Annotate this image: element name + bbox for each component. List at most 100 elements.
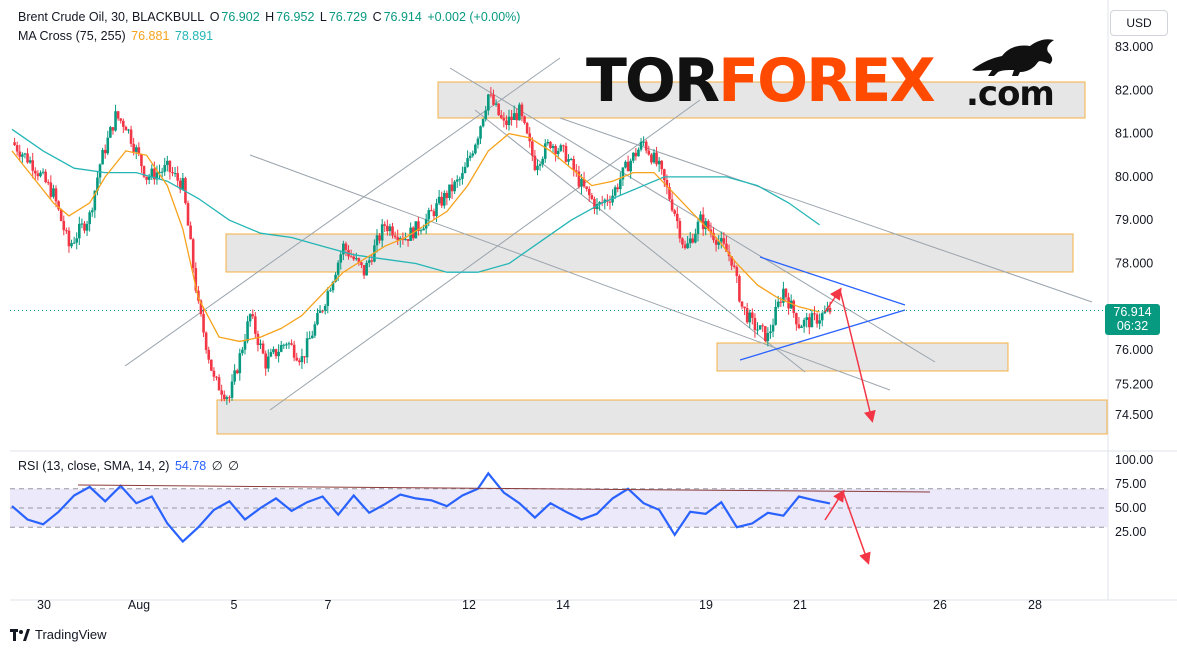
- candle-body: [450, 184, 454, 192]
- candle-body: [686, 243, 689, 249]
- candle-body: [476, 138, 480, 145]
- candle-body: [735, 266, 739, 276]
- candle-body: [525, 122, 529, 134]
- candle-body: [153, 168, 156, 180]
- candle-body: [365, 262, 368, 276]
- candle-body: [290, 343, 293, 345]
- rsi-axis-label: 75.00: [1115, 477, 1146, 491]
- candle-body: [93, 190, 97, 211]
- candle-body: [818, 320, 821, 324]
- currency-button[interactable]: USD: [1110, 10, 1168, 36]
- candle-body: [732, 265, 736, 267]
- candle-body: [78, 223, 81, 239]
- candle-body: [305, 338, 309, 358]
- time-axis-label: 19: [699, 598, 713, 612]
- candle-body: [569, 158, 573, 160]
- candle-body: [230, 381, 234, 398]
- candle-body: [383, 224, 387, 226]
- candle-body: [637, 149, 640, 157]
- candle-body: [587, 188, 591, 196]
- candle-body: [254, 316, 257, 334]
- last-price-label: 76.914 06:32: [1105, 304, 1160, 335]
- price-axis-label: 74.500: [1115, 408, 1153, 422]
- candle-body: [23, 153, 27, 155]
- rsi-axis-label: 25.00: [1115, 525, 1146, 539]
- candle-body: [326, 291, 330, 306]
- candle-body: [461, 173, 464, 179]
- rsi-label[interactable]: RSI (13, close, SMA, 14, 2): [18, 459, 170, 473]
- candle-body: [492, 94, 495, 105]
- zone-76: [716, 342, 1009, 372]
- candle-body: [298, 360, 301, 363]
- tradingview-text: TradingView: [35, 627, 107, 642]
- candle-body: [274, 349, 278, 357]
- candle-body: [619, 179, 622, 190]
- candle-body: [484, 110, 488, 120]
- candle-body: [655, 152, 658, 165]
- rsi-header: RSI (13, close, SMA, 14, 2) 54.78 ∅ ∅: [18, 458, 241, 473]
- candle-body: [323, 305, 327, 311]
- candle-body: [523, 116, 526, 123]
- candle-body: [510, 116, 513, 121]
- candle-body: [427, 210, 431, 220]
- candle-body: [543, 143, 547, 159]
- candle-body: [650, 154, 653, 163]
- candle-body: [313, 324, 317, 336]
- candle-body: [681, 238, 684, 245]
- candle-body: [554, 145, 557, 155]
- candle-body: [210, 359, 213, 371]
- candle-body: [235, 370, 239, 374]
- candle-body: [678, 221, 682, 239]
- candle-body: [823, 311, 827, 314]
- candle-body: [745, 308, 749, 323]
- candle-body: [52, 188, 55, 197]
- candle-body: [474, 144, 477, 154]
- candle-body: [531, 141, 534, 156]
- rsi-resistance-line: [77, 484, 931, 493]
- candle-body: [665, 180, 669, 188]
- candle-body: [419, 230, 423, 232]
- candle-body: [124, 126, 128, 131]
- tradingview-branding[interactable]: TradingView: [10, 627, 107, 642]
- symbol-header: Brent Crude Oil, 30, BLACKBULL O 76.902 H…: [18, 10, 522, 24]
- candle-body: [468, 155, 472, 159]
- change-value: +0.002 (+0.00%): [427, 10, 521, 24]
- candle-body: [776, 301, 780, 307]
- candle-body: [72, 242, 76, 244]
- candle-body: [753, 317, 757, 331]
- candle-body: [46, 182, 50, 184]
- candle-body: [502, 117, 506, 121]
- candle-body: [295, 357, 299, 361]
- candle-body: [621, 167, 625, 180]
- zone-82: [437, 81, 1086, 119]
- trend-line-3: [249, 154, 891, 391]
- candle-body: [442, 192, 446, 206]
- candle-body: [766, 333, 770, 341]
- price-axis-label: 79.000: [1115, 213, 1153, 227]
- candle-body: [173, 173, 177, 175]
- candle-body: [28, 160, 32, 163]
- candle-body: [57, 201, 60, 210]
- candle-body: [590, 195, 594, 199]
- candle-body: [782, 288, 785, 303]
- ma-label[interactable]: MA Cross (75, 255): [18, 29, 126, 43]
- close-value: 76.914: [383, 10, 422, 24]
- symbol-name[interactable]: Brent Crude Oil, 30, BLACKBULL: [18, 10, 205, 24]
- candle-body: [186, 203, 190, 226]
- candle-body: [802, 319, 806, 327]
- trend-line-4: [449, 67, 936, 363]
- candle-body: [789, 300, 793, 309]
- candle-body: [168, 160, 172, 173]
- high-label: H: [265, 10, 275, 24]
- candle-body: [453, 181, 456, 192]
- candle-body: [575, 170, 578, 172]
- candle-body: [251, 314, 255, 317]
- candle-body: [334, 274, 337, 282]
- rsi-arrow-down: [842, 491, 871, 565]
- candle-body: [129, 129, 133, 144]
- candle-body: [336, 262, 340, 275]
- candle-body: [536, 165, 539, 171]
- candle-body: [339, 254, 343, 263]
- candle-body: [820, 313, 824, 321]
